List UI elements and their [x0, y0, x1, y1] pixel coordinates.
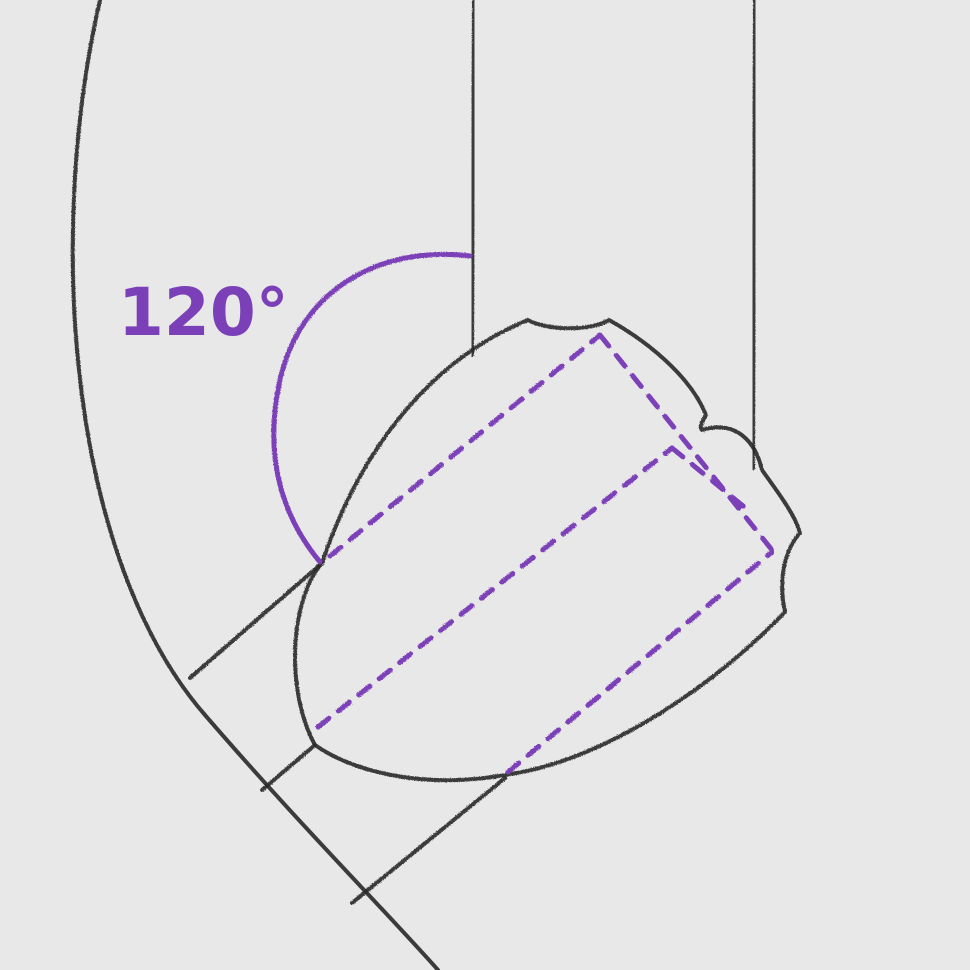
upper-arm-right-line: [751, 0, 757, 470]
dashed-right-edge-top: [597, 332, 775, 553]
forearm-middle-line: [260, 743, 317, 792]
forearm-lower-line: [350, 776, 507, 905]
hidden-dashed-lines: [315, 332, 775, 775]
angle-arc: [271, 251, 473, 565]
upper-arm-left-line: [470, 0, 476, 357]
dashed-top-edge: [327, 332, 603, 559]
angle-label: 120°: [118, 274, 289, 351]
elbow-joint-outline: [293, 318, 802, 783]
outer-arc: [70, 0, 440, 970]
forearm-upper-line: [188, 561, 324, 680]
dashed-center-to-corner: [669, 445, 751, 513]
angle-annotation: 120°: [118, 251, 473, 565]
dashed-bottom-edge: [505, 549, 775, 775]
dashed-center-line: [315, 445, 675, 730]
pencil-lines: [70, 0, 802, 970]
